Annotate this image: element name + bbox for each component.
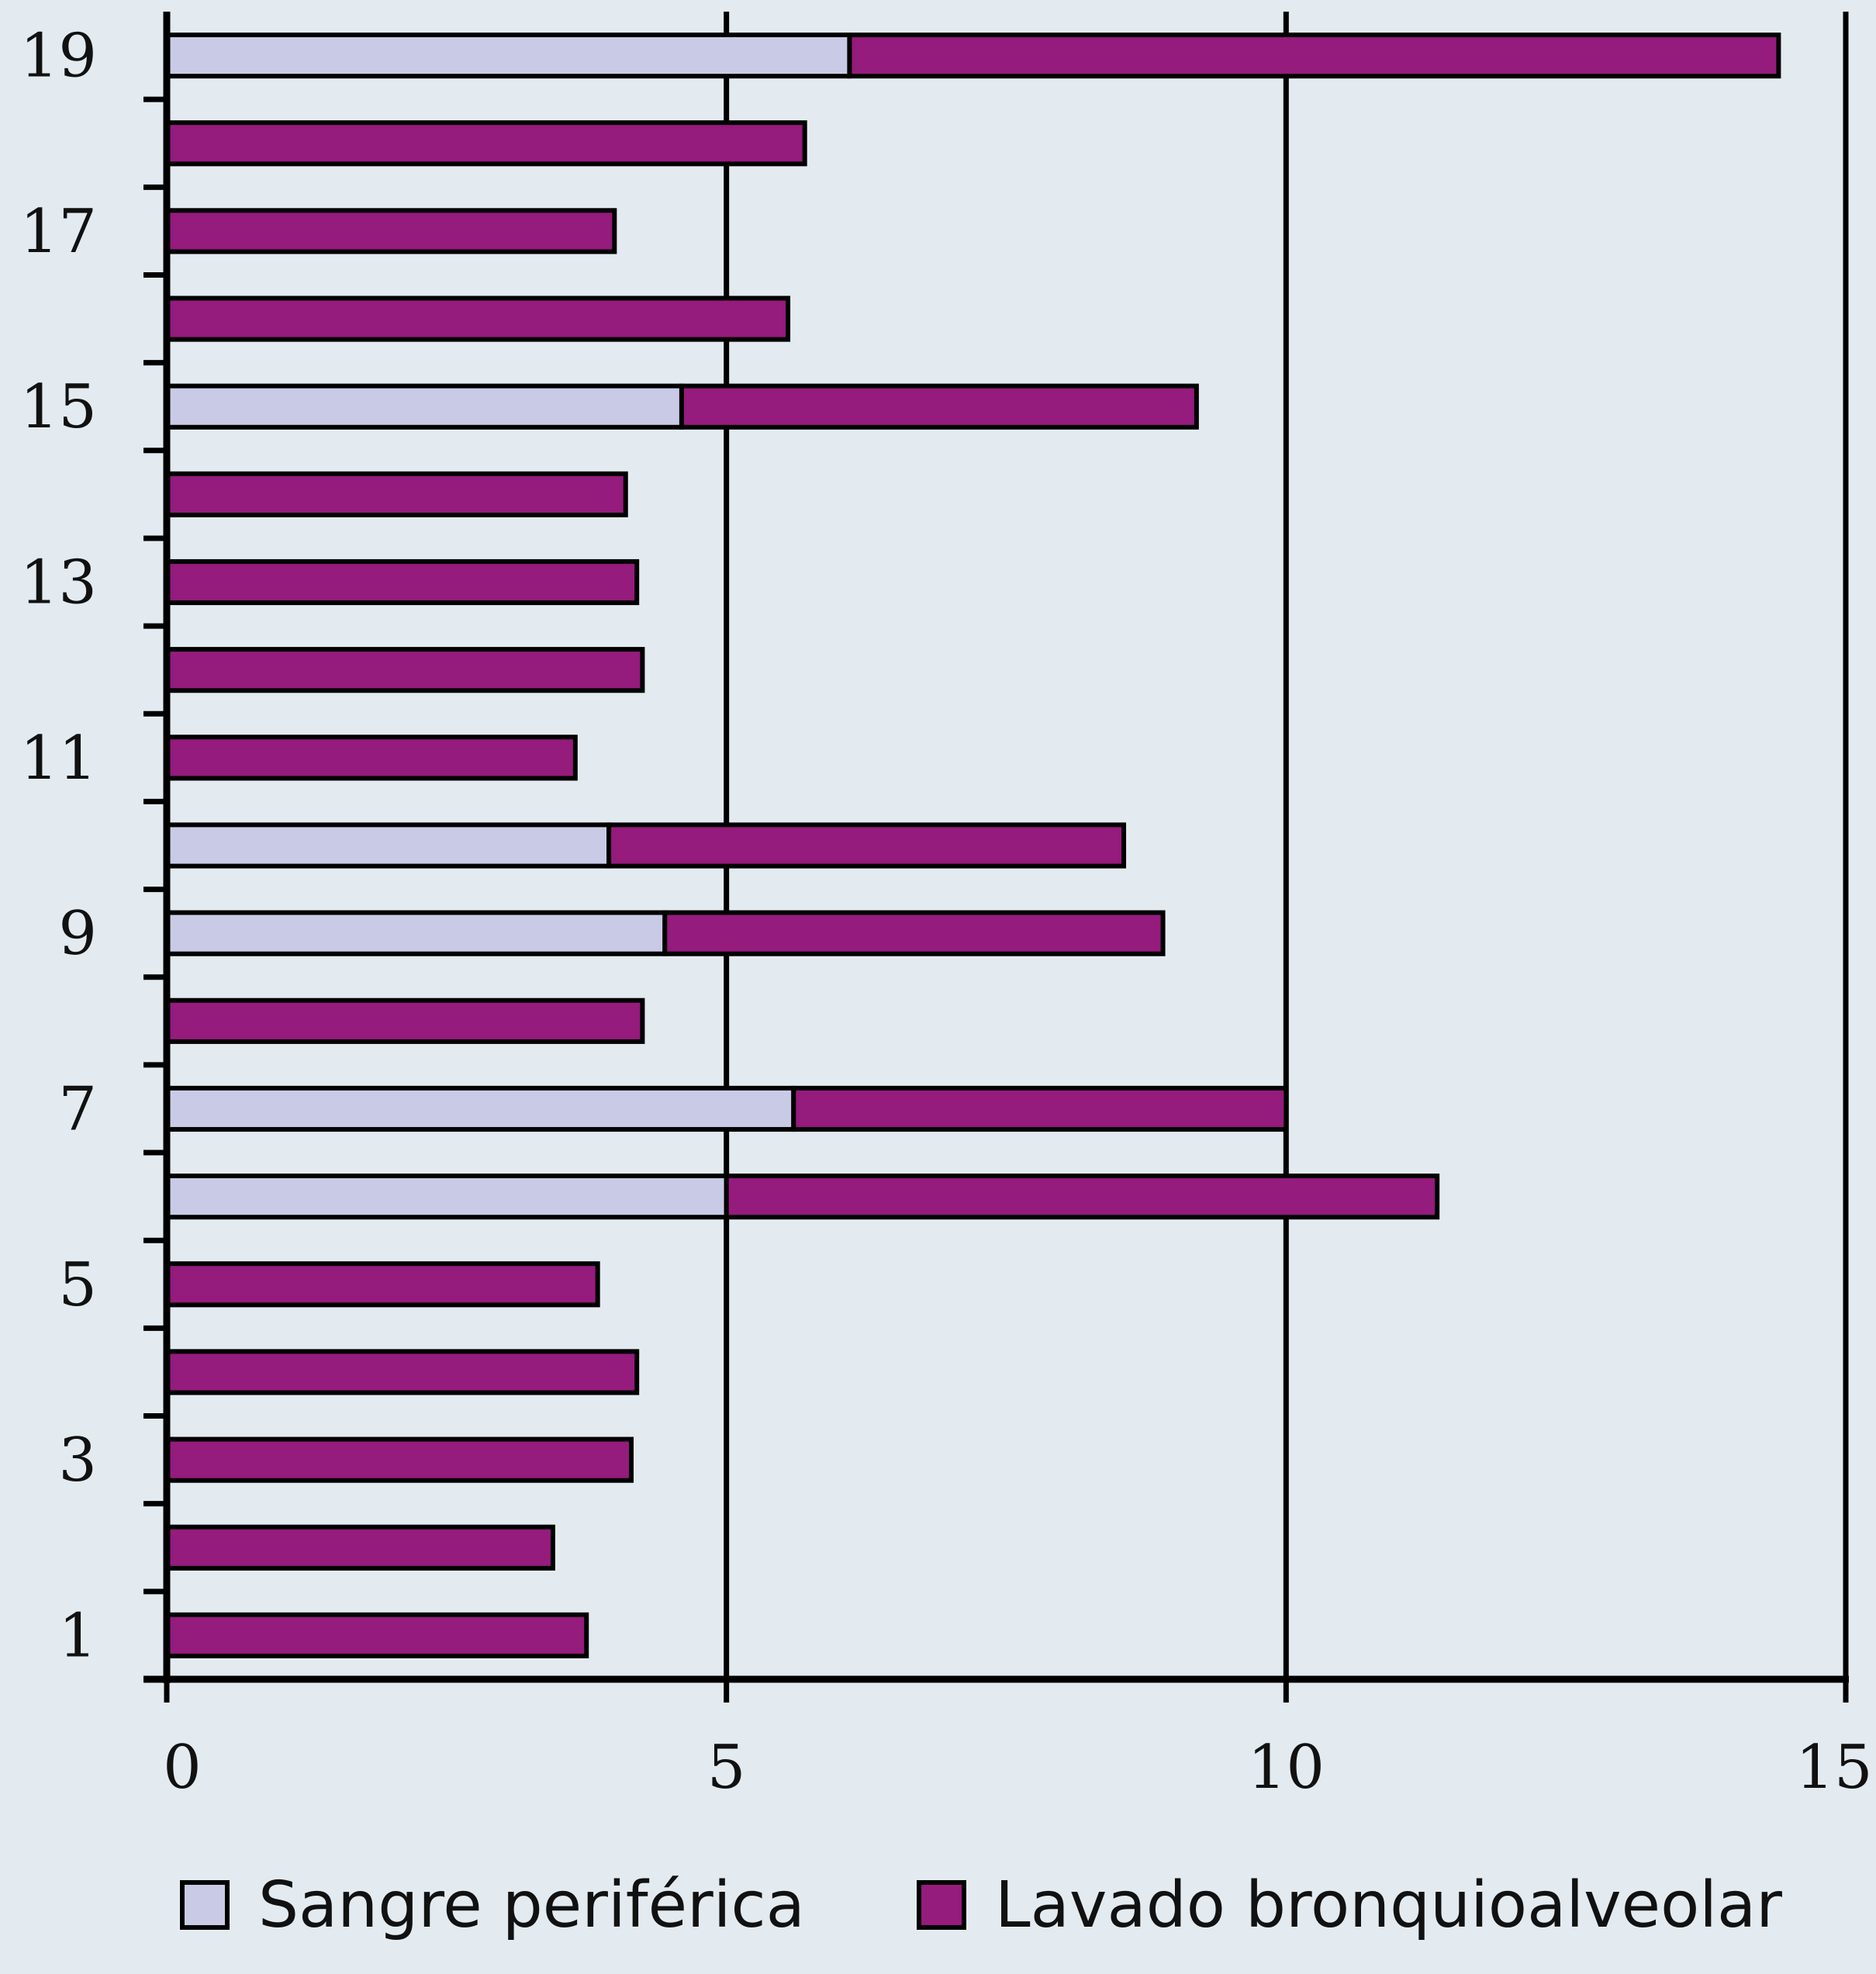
legend-swatch [180, 1880, 230, 1930]
bars [164, 32, 1781, 1659]
x-tick-label-5: 5 [707, 1733, 746, 1803]
bar-19-lavado [847, 32, 1781, 79]
bar-15-lavado [679, 383, 1199, 430]
legend-label: Lavado bronquioalveolar [995, 1869, 1782, 1942]
bar-4-lavado [164, 1349, 640, 1395]
x-tick-label-0: 0 [163, 1733, 202, 1803]
legend-label: Sangre periférica [258, 1869, 805, 1942]
legend-swatch [917, 1880, 966, 1930]
bar-6-lavado [724, 1174, 1440, 1220]
y-tick-label-3: 3 [58, 1426, 97, 1495]
bar-6-sangre [164, 1174, 729, 1220]
x-tick-label-10: 10 [1248, 1733, 1325, 1803]
bar-8-lavado [164, 997, 645, 1044]
bar-1-lavado [164, 1612, 589, 1659]
bar-18-lavado [164, 120, 807, 167]
y-tick-label-15: 15 [20, 372, 97, 442]
y-tick-label-11: 11 [20, 724, 97, 793]
bar-11-lavado [164, 735, 578, 781]
bar-9-lavado [662, 910, 1166, 956]
bar-9-sangre [164, 910, 668, 956]
y-tick-label-7: 7 [58, 1074, 97, 1144]
legend-item-lavado: Lavado bronquioalveolar [917, 1869, 1782, 1942]
x-tick-label-15: 15 [1795, 1733, 1872, 1803]
y-tick-label-17: 17 [20, 197, 97, 267]
bar-13-lavado [164, 558, 640, 606]
bar-3-lavado [164, 1436, 634, 1483]
bar-7-lavado [791, 1085, 1289, 1132]
legend-item-sangre: Sangre periférica [180, 1869, 805, 1942]
axes [143, 12, 1849, 1703]
bar-12-lavado [164, 647, 645, 693]
y-tick-label-1: 1 [58, 1601, 97, 1671]
legend: Sangre periférica Lavado bronquioalveolar [180, 1869, 1782, 1942]
y-tick-label-5: 5 [58, 1250, 97, 1320]
bar-15-sangre [164, 383, 684, 430]
y-tick-label-9: 9 [58, 899, 97, 969]
bar-10-sangre [164, 822, 612, 869]
bar-14-lavado [164, 471, 628, 517]
y-tick-label-19: 19 [20, 22, 97, 92]
bar-17-lavado [164, 208, 617, 254]
bar-19-sangre [164, 32, 852, 79]
bar-10-lavado [606, 822, 1127, 869]
bar-5-lavado [164, 1261, 600, 1308]
bar-7-sangre [164, 1085, 796, 1132]
y-tick-label-13: 13 [20, 548, 97, 618]
bar-2-lavado [164, 1524, 555, 1571]
bar-16-lavado [164, 296, 791, 342]
